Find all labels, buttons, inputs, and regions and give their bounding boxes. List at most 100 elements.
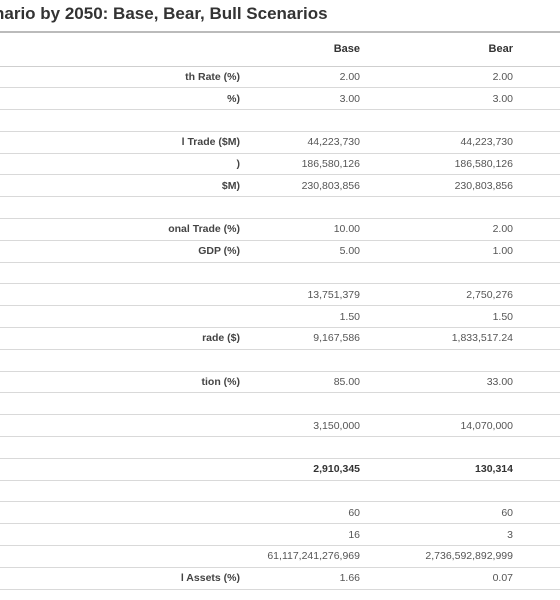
row-label: %) — [227, 92, 240, 105]
row-label: $M) — [221, 179, 240, 192]
base-value — [240, 480, 360, 503]
bull-value — [513, 327, 560, 350]
base-value: 2.00 — [240, 66, 360, 89]
base-value: 60 — [240, 501, 360, 525]
bear-value: 33.00 — [360, 371, 513, 394]
column-header-bull — [513, 31, 560, 67]
bear-value: 0.07 — [360, 567, 513, 590]
bull-value — [513, 523, 560, 547]
bull-value — [513, 392, 560, 416]
table-row: 60 60 — [0, 501, 560, 525]
bear-value — [360, 109, 513, 132]
table-row — [0, 480, 560, 503]
base-value: 61,117,241,276,969 — [240, 545, 360, 568]
bull-value — [513, 153, 560, 176]
table-row: GDP (%) 5.00 1.00 — [0, 240, 560, 263]
bear-value: 3.00 — [360, 87, 513, 111]
table-row: onal Trade (%) 10.00 2.00 — [0, 218, 560, 241]
table-row: tion (%) 85.00 33.00 — [0, 371, 560, 394]
bull-value — [513, 414, 560, 438]
table-row: ) 186,580,126 186,580,126 — [0, 153, 560, 176]
bull-value — [513, 349, 560, 372]
bear-value: 1,833,517.24 — [360, 327, 513, 350]
table-row: 2,910,345 130,314 — [0, 458, 560, 481]
table-row: rade ($) 9,167,586 1,833,517.24 — [0, 327, 560, 350]
row-label-cell — [0, 305, 240, 329]
bull-value — [513, 109, 560, 132]
row-label: th Rate (%) — [185, 70, 240, 83]
row-label-cell — [0, 458, 240, 481]
scenario-table: Base Bear th Rate (%) 2.00 2.00%) 3.00 3.00 l… — [0, 31, 560, 590]
row-label-cell: ) — [0, 153, 241, 176]
bear-value: 2.00 — [360, 218, 513, 241]
row-label: l Trade ($M) — [181, 136, 240, 149]
row-label-cell — [0, 196, 240, 220]
row-label-cell — [0, 414, 240, 438]
page-title: nario by 2050: Base, Bear, Bull Scenario… — [0, 4, 328, 23]
row-label: tion (%) — [201, 376, 241, 389]
bear-value: 44,223,730 — [360, 131, 513, 154]
base-value: 13,751,379 — [240, 283, 360, 307]
bear-value: 60 — [360, 501, 513, 525]
base-value: 230,803,856 — [240, 174, 360, 198]
row-label-cell: th Rate (%) — [0, 66, 240, 89]
bull-value — [513, 218, 560, 241]
bull-value — [513, 545, 560, 568]
bear-value: 130,314 — [360, 458, 513, 481]
bear-value: 14,070,000 — [360, 414, 513, 438]
row-label-cell: tion (%) — [0, 371, 241, 394]
bear-value — [360, 349, 513, 372]
base-value: 1.66 — [240, 567, 360, 590]
row-label-cell — [0, 349, 240, 372]
row-label-cell — [0, 392, 240, 416]
base-value — [240, 196, 360, 220]
bull-value — [513, 87, 560, 111]
row-label-cell: $M) — [0, 174, 240, 198]
table-header-row: Base Bear — [0, 31, 560, 67]
bear-value: 2,750,276 — [360, 283, 513, 307]
bull-value — [513, 305, 560, 329]
bear-value — [360, 392, 513, 416]
row-label-cell: GDP (%) — [0, 240, 240, 263]
row-label-cell: l Assets (%) — [0, 567, 240, 590]
bear-value — [360, 480, 513, 503]
base-value — [240, 392, 360, 416]
bear-value: 186,580,126 — [360, 153, 513, 176]
row-label-cell: onal Trade (%) — [0, 218, 240, 241]
bull-value — [513, 567, 560, 590]
row-label: ) — [236, 158, 241, 171]
table-row — [0, 392, 560, 416]
column-header-bear: Bear — [360, 31, 513, 67]
row-label-cell — [0, 436, 240, 459]
column-header-base: Base — [240, 31, 360, 67]
row-label-cell — [0, 545, 240, 568]
bear-value: 3 — [360, 523, 513, 547]
row-label-cell — [0, 283, 240, 307]
table-row: $M) 230,803,856 230,803,856 — [0, 174, 560, 198]
base-value: 44,223,730 — [240, 131, 360, 154]
row-label-cell: rade ($) — [0, 327, 240, 350]
bear-value: 2,736,592,892,999 — [360, 545, 513, 568]
row-label: l Assets (%) — [180, 572, 240, 585]
bull-value — [513, 458, 560, 481]
base-value: 10.00 — [240, 218, 360, 241]
bear-value — [360, 262, 513, 285]
bull-value — [513, 66, 560, 89]
row-label-cell — [0, 109, 240, 132]
table-row: 61,117,241,276,969 2,736,592,892,999 — [0, 545, 560, 568]
row-label: rade ($) — [202, 332, 240, 345]
table-row: l Trade ($M) 44,223,730 44,223,730 — [0, 131, 560, 154]
table-row — [0, 436, 560, 459]
base-value: 3,150,000 — [240, 414, 360, 438]
row-label-cell — [0, 262, 240, 285]
table-row: l Assets (%) 1.66 0.07 — [0, 567, 560, 590]
bear-value — [360, 436, 513, 459]
row-label: onal Trade (%) — [168, 223, 240, 236]
base-value: 16 — [240, 523, 360, 547]
base-value: 1.50 — [240, 305, 360, 329]
table-row — [0, 109, 560, 132]
bull-value — [513, 196, 560, 220]
base-value — [240, 109, 360, 132]
table-row — [0, 196, 560, 220]
